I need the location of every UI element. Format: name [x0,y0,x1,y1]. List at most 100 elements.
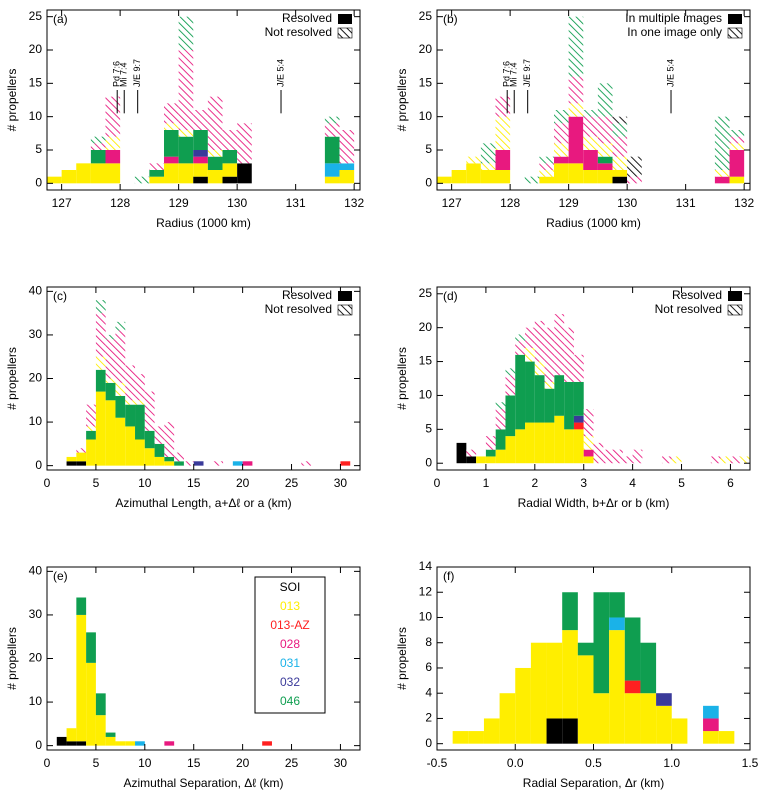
bar-segment [105,150,121,164]
hatched-bar-segment [544,381,555,389]
resonance-label: Pd 7:6 [112,61,122,87]
hatched-bar-segment [627,176,642,184]
bar-segment [534,422,545,464]
legend-label: 031 [280,656,300,670]
bar-segment [452,731,469,744]
x-tick-label: 2 [531,476,538,490]
bar-segment [546,718,563,744]
x-tick-label: 127 [52,196,72,210]
bar-segment [222,150,238,164]
bar-segment [154,456,165,466]
bar-segment [95,715,106,746]
y-tick-label: 6 [425,660,432,674]
y-tick-label: 40 [29,564,43,578]
bar-segment [125,741,136,746]
hatched-bar-segment [183,461,194,466]
hatched-bar-segment [105,136,121,150]
bar-segment [714,176,730,184]
bar-segment [135,741,145,746]
bar-segment [564,429,574,464]
bar-segment [66,728,77,742]
hatched-bar-segment [671,456,682,464]
y-tick-label: 8 [425,635,432,649]
y-axis-label: # propellers [5,627,19,690]
x-tick-label: 10 [138,756,152,770]
bar-segment [640,693,657,744]
bar-segment [505,436,516,464]
panel-label: (d) [443,289,458,303]
legend-label: 028 [280,637,300,651]
bar-segment [562,718,578,744]
y-tick-label: 0 [425,455,432,469]
bar-segment [324,163,340,177]
bar-segment [718,731,735,744]
x-axis-label: Azimuthal Length, a+Δℓ or a (km) [115,496,291,510]
bar-segment [671,718,688,744]
y-tick-label: 10 [29,109,43,123]
bar-segment [530,642,547,744]
hatched-bar-segment [495,96,511,117]
hatched-bar-segment [505,368,516,376]
bar-segment [164,163,179,184]
bar-segment [495,150,511,170]
hatched-bar-segment [86,404,96,427]
bar-segment [90,163,106,184]
x-tick-label: 0 [44,756,51,770]
hatched-bar-segment [495,409,506,430]
hatched-bar-segment [164,103,179,124]
x-tick-label: 20 [236,756,250,770]
hatched-bar-segment [301,461,312,466]
x-tick-label: 129 [559,196,579,210]
bar-segment [485,456,496,464]
bar-segment [193,163,208,177]
bar-segment [609,592,625,618]
bar-segment [149,176,165,184]
hatched-bar-segment [714,116,730,170]
hatched-bar-segment [515,334,526,342]
bar-segment [164,456,175,462]
bar-segment [86,439,96,466]
x-tick-label: 1.0 [663,756,680,770]
panel-label: (c) [53,289,67,303]
y-axis-label: # propellers [395,347,409,410]
bar-segment [237,163,252,184]
bar-segment [609,617,625,631]
bar-segment [222,163,238,177]
bar-segment [515,667,531,744]
bar-segment [61,170,77,184]
legend-label: Resolved [282,11,332,25]
bar-segment [546,642,563,719]
bar-segment [207,170,223,184]
x-tick-label: 0.0 [507,756,524,770]
bar-segment [339,170,355,184]
hatched-bar-segment [105,339,116,379]
hatched-bar-segment [193,110,208,130]
y-tick-label: 20 [29,42,43,56]
hatched-bar-segment [125,365,136,401]
bar-segment [577,655,594,744]
bar-segment [76,614,87,742]
legend-label: In multiple images [625,11,722,25]
bar-segment [483,718,500,744]
x-tick-label: 128 [500,196,520,210]
hatched-bar-segment [534,320,545,362]
hatched-bar-segment [554,143,569,157]
bar-segment [193,461,204,466]
hatched-bar-segment [597,83,613,117]
bar-segment [583,150,598,170]
bar-segment [495,170,511,184]
hatched-bar-segment [583,110,598,117]
bar-segment [125,404,136,427]
hatched-bar-segment [480,163,496,170]
bar-segment [164,156,179,164]
hatched-bar-segment [554,123,569,144]
bar-segment [115,417,126,466]
x-tick-label: 10 [138,476,152,490]
bar-segment [95,693,106,716]
bar-segment [525,422,535,464]
bar-segment [729,176,745,184]
bar-segment [56,736,67,746]
bar-segment [178,136,194,164]
bar-segment [193,150,208,157]
bar-segment [640,642,657,694]
